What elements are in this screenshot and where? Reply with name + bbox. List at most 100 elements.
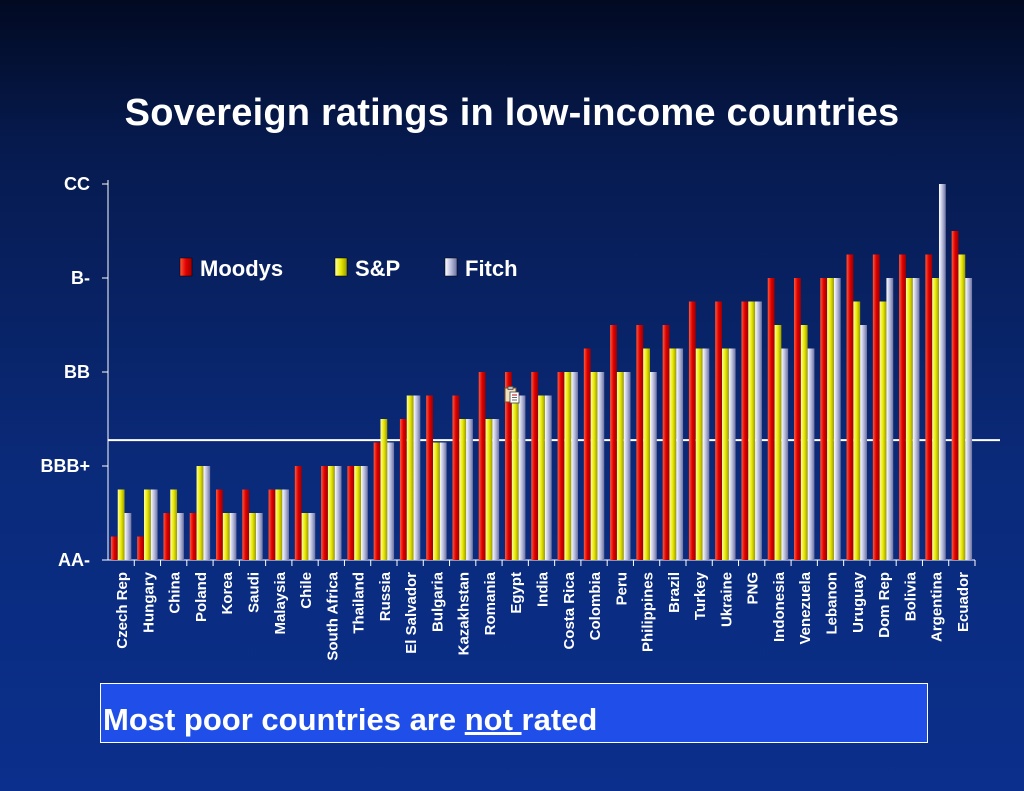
bar-fitch xyxy=(938,184,946,560)
bar-moodys xyxy=(216,489,223,560)
callout-text-end: rated xyxy=(521,702,598,737)
x-tick-label: Korea xyxy=(219,571,236,614)
bar-sp xyxy=(459,419,467,560)
bar-moodys xyxy=(741,301,749,560)
bar-fitch xyxy=(886,278,894,560)
bar-moodys xyxy=(925,254,933,560)
bar-moodys xyxy=(137,536,145,560)
x-tick-label: Ukraine xyxy=(718,572,735,627)
bar-moodys xyxy=(636,325,644,560)
bar-sp xyxy=(722,348,729,560)
legend-label-moodys: Moodys xyxy=(200,256,283,281)
bar-moodys xyxy=(610,325,617,560)
paste-icon[interactable] xyxy=(504,386,520,404)
bar-moodys xyxy=(268,489,276,560)
bar-sp xyxy=(853,301,861,560)
bars xyxy=(110,184,973,560)
bar-fitch xyxy=(860,325,867,560)
bar-fitch xyxy=(387,442,395,560)
bar-moodys xyxy=(715,301,723,560)
bar-sp xyxy=(879,301,887,560)
bar-moodys xyxy=(426,395,434,560)
bar-moodys xyxy=(531,372,539,560)
x-tick-label: Peru xyxy=(613,572,630,605)
bar-sp xyxy=(406,395,414,560)
bar-fitch xyxy=(360,466,368,560)
y-tick-label: BBB+ xyxy=(40,456,90,476)
x-tick-label: Venezuela xyxy=(797,571,814,644)
bar-fitch xyxy=(466,419,473,560)
x-tick-label: Dom Rep xyxy=(876,572,893,638)
bar-moodys xyxy=(767,278,775,560)
bar-fitch xyxy=(676,348,684,560)
bar-sp xyxy=(695,348,703,560)
x-tick-label: Argentina xyxy=(929,571,946,642)
bar-moodys xyxy=(662,325,670,560)
x-tick-label: Turkey xyxy=(692,571,709,620)
bar-moodys xyxy=(294,466,302,560)
x-tick-label: Romania xyxy=(482,571,499,635)
legend-label-sp: S&P xyxy=(355,256,400,281)
x-tick-label: Colombia xyxy=(587,571,604,640)
x-tick-label: Chile xyxy=(298,572,315,609)
bar-moodys xyxy=(189,513,197,560)
x-tick-label: South Africa xyxy=(324,571,341,660)
bar-sp xyxy=(380,419,388,560)
x-tick-label: Kazakhstan xyxy=(456,572,473,655)
callout-text-start: Most poor countries are xyxy=(103,702,465,737)
bar-sp xyxy=(932,278,939,560)
x-tick-label: PNG xyxy=(745,572,762,605)
bar-sp xyxy=(774,325,782,560)
legend-label-fitch: Fitch xyxy=(465,256,518,281)
bar-sp xyxy=(196,466,204,560)
bar-moodys xyxy=(242,489,250,560)
bar-fitch xyxy=(623,372,631,560)
bar-sp xyxy=(222,513,230,560)
bar-fitch xyxy=(781,348,789,560)
bar-sp xyxy=(327,466,335,560)
x-tick-label: Bolivia xyxy=(902,571,919,621)
y-tick-label: BB xyxy=(64,362,90,382)
x-tick-label: Philippines xyxy=(640,572,657,652)
bar-fitch xyxy=(965,278,973,560)
bar-fitch xyxy=(807,348,815,560)
bar-sp xyxy=(170,489,178,560)
bar-fitch xyxy=(255,513,263,560)
bar-sp xyxy=(275,489,283,560)
bar-moodys xyxy=(557,372,565,560)
legend-swatch-moodys xyxy=(179,257,193,277)
bar-sp xyxy=(748,301,756,560)
bar-sp xyxy=(616,372,624,560)
bar-moodys xyxy=(321,466,328,560)
bar-fitch xyxy=(439,442,447,560)
x-tick-label: Brazil xyxy=(666,572,683,613)
x-tick-label: China xyxy=(167,571,184,613)
bar-fitch xyxy=(177,513,184,560)
bar-fitch xyxy=(912,278,920,560)
bar-sp xyxy=(905,278,913,560)
bar-moodys xyxy=(846,254,854,560)
x-tick-label: Russia xyxy=(377,571,394,621)
x-tick-label: Bulgaria xyxy=(429,571,446,632)
x-tick-label: Poland xyxy=(193,572,210,622)
bar-fitch xyxy=(203,466,211,560)
x-tick-label: Egypt xyxy=(508,572,525,614)
x-tick-label: Indonesia xyxy=(771,571,788,642)
bar-fitch xyxy=(518,395,526,560)
bar-sp xyxy=(117,489,125,560)
y-tick-label: AA- xyxy=(58,550,90,570)
x-tick-label: Hungary xyxy=(140,571,157,633)
bar-fitch xyxy=(413,395,421,560)
bar-sp xyxy=(433,442,440,560)
bar-fitch xyxy=(282,489,289,560)
bar-fitch xyxy=(308,513,316,560)
x-tick-label: Malaysia xyxy=(272,571,289,634)
chart-title: Sovereign ratings in low-income countrie… xyxy=(124,92,900,134)
bar-moodys xyxy=(347,466,355,560)
bar-sp xyxy=(511,395,519,560)
bar-fitch xyxy=(334,466,342,560)
bar-moodys xyxy=(583,348,591,560)
callout-box: Most poor countries are not rated xyxy=(100,683,928,743)
x-tick-label: India xyxy=(535,571,552,607)
